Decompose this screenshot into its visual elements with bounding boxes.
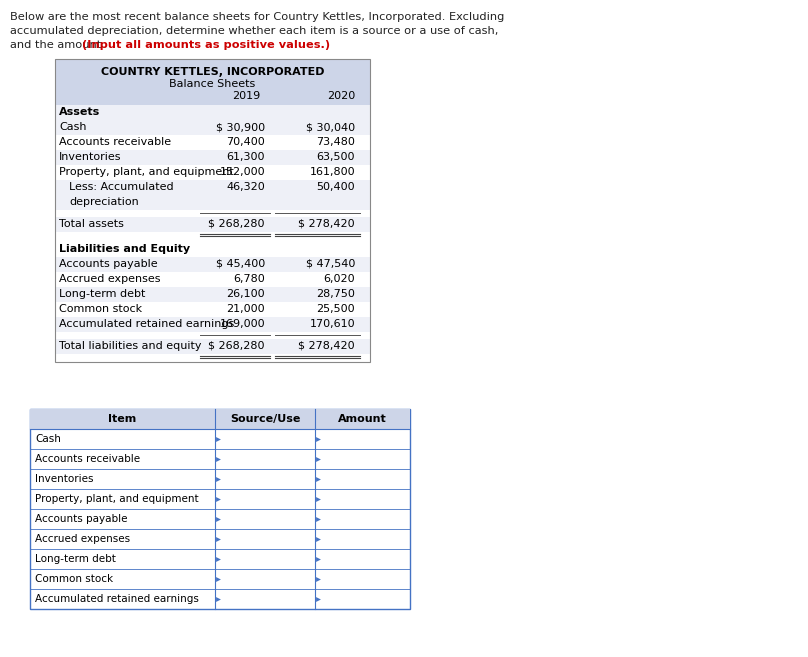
- Text: 46,320: 46,320: [226, 182, 265, 192]
- Text: 6,020: 6,020: [323, 274, 355, 284]
- Bar: [55, 242, 370, 257]
- Text: Accumulated retained earnings: Accumulated retained earnings: [35, 594, 199, 604]
- Text: depreciation: depreciation: [69, 197, 139, 207]
- Text: 2020: 2020: [326, 91, 355, 101]
- Text: Accrued expenses: Accrued expenses: [35, 534, 130, 544]
- Text: Item: Item: [108, 414, 137, 424]
- Text: and the amount.: and the amount.: [10, 40, 108, 50]
- Text: Common stock: Common stock: [35, 574, 113, 584]
- Text: Accounts payable: Accounts payable: [35, 514, 128, 524]
- Text: Accounts payable: Accounts payable: [59, 259, 158, 269]
- Bar: [30, 409, 410, 429]
- Text: $ 30,040: $ 30,040: [306, 122, 355, 132]
- Text: 169,000: 169,000: [220, 319, 265, 329]
- Text: 21,000: 21,000: [226, 304, 265, 314]
- Bar: [55, 302, 370, 317]
- Text: 25,500: 25,500: [317, 304, 355, 314]
- Text: Below are the most recent balance sheets for Country Kettles, Incorporated. Excl: Below are the most recent balance sheets…: [10, 12, 504, 22]
- Text: 2019: 2019: [232, 91, 260, 101]
- Text: $ 268,280: $ 268,280: [208, 219, 265, 229]
- Text: 152,000: 152,000: [220, 167, 265, 177]
- Text: Total liabilities and equity: Total liabilities and equity: [59, 341, 201, 351]
- Text: $ 278,420: $ 278,420: [298, 219, 355, 229]
- Text: Accounts receivable: Accounts receivable: [35, 454, 140, 464]
- Bar: [55, 165, 370, 180]
- Bar: [55, 287, 370, 302]
- Text: 50,400: 50,400: [317, 182, 355, 192]
- Bar: [55, 105, 370, 120]
- Bar: [55, 257, 370, 272]
- Text: 63,500: 63,500: [317, 152, 355, 162]
- Text: 61,300: 61,300: [226, 152, 265, 162]
- Text: 26,100: 26,100: [226, 289, 265, 299]
- Text: 6,780: 6,780: [234, 274, 265, 284]
- Bar: [55, 339, 370, 354]
- Text: Amount: Amount: [338, 414, 387, 424]
- Text: Liabilities and Equity: Liabilities and Equity: [59, 244, 190, 254]
- Text: 170,610: 170,610: [309, 319, 355, 329]
- Text: Balance Sheets: Balance Sheets: [170, 79, 255, 89]
- Text: $ 30,900: $ 30,900: [216, 122, 265, 132]
- Text: 28,750: 28,750: [316, 289, 355, 299]
- Text: Common stock: Common stock: [59, 304, 142, 314]
- Text: $ 47,540: $ 47,540: [305, 259, 355, 269]
- Text: Accumulated retained earnings: Accumulated retained earnings: [59, 319, 234, 329]
- Text: accumulated depreciation, determine whether each item is a source or a use of ca: accumulated depreciation, determine whet…: [10, 26, 499, 36]
- Text: 161,800: 161,800: [309, 167, 355, 177]
- Bar: [55, 150, 370, 165]
- Text: Long-term debt: Long-term debt: [35, 554, 116, 564]
- Bar: [55, 59, 370, 105]
- Text: Inventories: Inventories: [59, 152, 121, 162]
- Text: $ 278,420: $ 278,420: [298, 341, 355, 351]
- Bar: [55, 317, 370, 332]
- Text: COUNTRY KETTLES, INCORPORATED: COUNTRY KETTLES, INCORPORATED: [101, 67, 324, 77]
- Bar: [30, 409, 410, 609]
- Text: 70,400: 70,400: [226, 137, 265, 147]
- Text: $ 45,400: $ 45,400: [216, 259, 265, 269]
- Text: Long-term debt: Long-term debt: [59, 289, 145, 299]
- Text: Assets: Assets: [59, 107, 100, 117]
- Bar: [55, 120, 370, 135]
- Text: 73,480: 73,480: [316, 137, 355, 147]
- Bar: [55, 180, 370, 210]
- Text: Accrued expenses: Accrued expenses: [59, 274, 161, 284]
- Text: Accounts receivable: Accounts receivable: [59, 137, 171, 147]
- Text: Property, plant, and equipment: Property, plant, and equipment: [35, 494, 199, 504]
- Bar: [55, 272, 370, 287]
- Text: $ 268,280: $ 268,280: [208, 341, 265, 351]
- Text: Cash: Cash: [59, 122, 86, 132]
- Text: Cash: Cash: [35, 434, 61, 444]
- Bar: [55, 217, 370, 232]
- Text: Less: Accumulated: Less: Accumulated: [69, 182, 174, 192]
- Text: Inventories: Inventories: [35, 474, 94, 484]
- Bar: [55, 59, 370, 362]
- Bar: [55, 135, 370, 150]
- Text: (Input all amounts as positive values.): (Input all amounts as positive values.): [82, 40, 330, 50]
- Text: Source/Use: Source/Use: [229, 414, 301, 424]
- Text: Total assets: Total assets: [59, 219, 124, 229]
- Text: Property, plant, and equipment: Property, plant, and equipment: [59, 167, 234, 177]
